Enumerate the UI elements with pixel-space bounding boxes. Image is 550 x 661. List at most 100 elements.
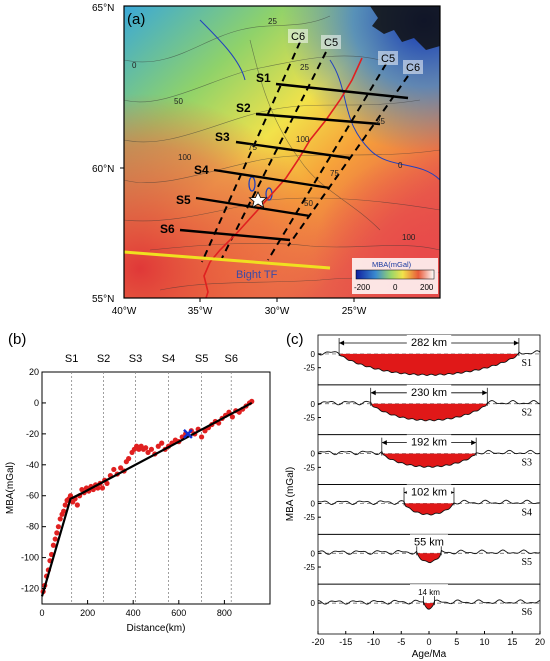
- c-y-tick-label: 0: [311, 400, 316, 409]
- zero-contour-line: [199, 19, 246, 81]
- profile-name: S4: [521, 507, 532, 518]
- profile-panel-s2: 230 km S2: [317, 384, 541, 436]
- width-label: 14 km: [418, 588, 440, 597]
- data-point: [155, 443, 161, 449]
- c-x-tick-label: 0: [426, 637, 431, 647]
- y-axis-ticks: 20 0 -20 -40 -60 -80 -100 -120: [21, 367, 46, 594]
- profile-curve: [317, 350, 541, 376]
- width-label-bg: [406, 484, 452, 497]
- contour-label: 50: [304, 199, 313, 208]
- profile-name: S6: [521, 607, 532, 618]
- profile-line-s3: [235, 140, 351, 160]
- width-label: 102 km: [411, 486, 447, 498]
- c-y-tick-label: -25: [303, 563, 315, 572]
- lon-tick: 35°W: [188, 306, 213, 317]
- c-y-tick-label: -25: [303, 364, 315, 373]
- profile-panels: 282 km S1 230 km S2 192 km S3 102 km S4 55 km S5 1…: [317, 334, 541, 635]
- data-point: [55, 524, 62, 530]
- c-y-axis-label: MBA (mGal): [285, 467, 296, 521]
- y-tick-label: -100: [21, 553, 39, 563]
- lon-ticks: 40°W 35°W 30°W 25°W: [112, 306, 367, 317]
- y-tick-label: -80: [26, 522, 39, 532]
- profile-guide-labels: S1 S2 S3 S4 S5 S6: [65, 353, 238, 365]
- svg-text:C6: C6: [291, 31, 305, 43]
- lat-tick: 60°N: [92, 164, 114, 175]
- contour-label: 25: [268, 17, 277, 26]
- profile-name: S5: [521, 557, 532, 568]
- profile-guide-label: S3: [129, 353, 142, 365]
- colorbar: MBA(mGal) -200 0 200: [352, 258, 438, 294]
- colorbar-title: MBA(mGal): [372, 260, 412, 269]
- data-point: [118, 465, 124, 471]
- y-tick-label: 20: [29, 367, 39, 377]
- data-point: [126, 456, 132, 462]
- width-label-bg: [406, 334, 452, 347]
- x-tick-label: 0: [39, 608, 44, 618]
- x-tick-label: 200: [80, 608, 95, 618]
- profile-panel-s5: 55 km S5: [317, 533, 541, 585]
- bight-transform-fault: [124, 250, 331, 270]
- x-tick-label: 400: [126, 608, 141, 618]
- trough-fill: [370, 403, 488, 421]
- data-point: [143, 445, 149, 451]
- profile-guide-label: S6: [225, 353, 238, 365]
- data-point: [199, 434, 205, 440]
- c-y-tick-label: 0: [311, 549, 316, 558]
- width-label-bg: [410, 534, 448, 547]
- contour-label: 50: [174, 97, 183, 106]
- isochron-label-c6-left: C6: [288, 29, 308, 43]
- data-point: [57, 516, 63, 522]
- profile-panel-s6: 14 km S6: [317, 583, 541, 635]
- data-point: [111, 466, 117, 473]
- x-axis-ticks: 0 200 400 600 800: [39, 600, 232, 618]
- c-x-tick-label: 15: [507, 637, 517, 647]
- colorbar-tick: 200: [420, 283, 434, 292]
- lat-ticks: 65°N 60°N 55°N: [92, 3, 114, 305]
- contour-label: 75: [248, 143, 257, 152]
- c-y-tick-label: -25: [303, 513, 315, 522]
- c-x-tick-label: 10: [479, 637, 489, 647]
- width-label: 282 km: [411, 337, 447, 349]
- c-x-tick-label: -5: [397, 637, 405, 647]
- colorbar-tick: 0: [393, 283, 398, 292]
- c-y-tick-label: 0: [311, 450, 316, 459]
- isochron-label-c5-left: C5: [321, 35, 341, 49]
- profile-curve: [317, 549, 541, 564]
- lon-tick: 40°W: [112, 306, 137, 317]
- y-tick-label: -40: [26, 460, 39, 470]
- isochron-label-c5-right: C5: [378, 51, 398, 65]
- c-x-axis-ticks: -20 -15 -10 -5 0 5 10 15 20: [311, 631, 545, 647]
- contour-label: 100: [296, 135, 310, 144]
- c-x-tick-label: 20: [535, 637, 545, 647]
- data-point: [99, 485, 106, 491]
- y-tick-label: 0: [34, 398, 39, 408]
- c-x-tick-label: -10: [367, 637, 380, 647]
- profile-name: S3: [521, 458, 532, 469]
- contour-label: 100: [178, 153, 192, 162]
- profile-label-s4: S4: [194, 163, 209, 177]
- data-point: [62, 502, 68, 508]
- profile-labels: S1 S2 S3 S4 S5 S6: [160, 71, 271, 236]
- isochron-label-c6-right: C6: [403, 60, 423, 74]
- lon-tick: 30°W: [265, 306, 290, 317]
- panel-c-chart: (c) 282 km S1 230 km S2 192 km S3 102 km S4 55 k…: [285, 331, 545, 660]
- y-axis-label: MBA(mGal): [5, 462, 16, 514]
- profile-guide-label: S4: [162, 353, 175, 365]
- svg-text:C6: C6: [406, 62, 420, 74]
- width-label: 230 km: [411, 387, 447, 399]
- profile-panel-s3: 192 km S3: [317, 434, 541, 485]
- c-x-axis-label: Age/Ma: [412, 649, 447, 660]
- colorbar-tick: -200: [354, 283, 371, 292]
- trough-fill: [340, 353, 518, 376]
- data-point: [95, 485, 101, 491]
- profile-line-s1: [275, 82, 409, 100]
- data-point: [148, 446, 155, 452]
- profile-label-s3: S3: [215, 130, 230, 144]
- data-point: [104, 480, 110, 486]
- coastline: [370, 6, 440, 50]
- data-point: [145, 449, 151, 456]
- width-label: 192 km: [411, 437, 447, 449]
- contour-label: 75: [330, 169, 339, 178]
- panel-a-label: (a): [127, 11, 145, 28]
- width-label-bg: [406, 384, 452, 397]
